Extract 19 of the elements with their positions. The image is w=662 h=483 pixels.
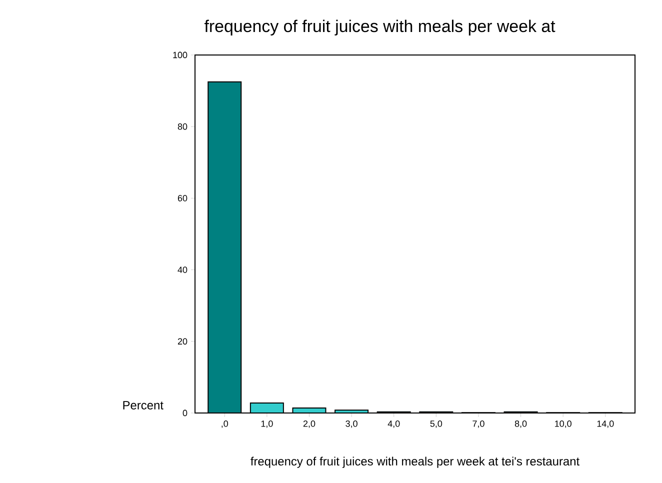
x-tick-label: 2,0 bbox=[303, 420, 316, 428]
y-tick-label: 100 bbox=[173, 52, 188, 58]
x-tick-label: 4,0 bbox=[388, 420, 400, 428]
y-tick-label: 0 bbox=[182, 410, 188, 416]
x-tick-label: 3,0 bbox=[346, 420, 358, 428]
y-tick-label: 40 bbox=[178, 266, 188, 273]
chart-title: frequency of fruit juices with meals per week at bbox=[204, 20, 556, 36]
x-tick-label: 10,0 bbox=[555, 420, 572, 428]
y-tick-label: 60 bbox=[178, 195, 188, 202]
x-tick-label: 8,0 bbox=[514, 420, 527, 428]
x-tick-label: 7,0 bbox=[472, 420, 484, 428]
x-tick-label: ,0 bbox=[222, 420, 228, 428]
y-tick-label: 80 bbox=[178, 123, 188, 130]
x-tick-label: 14,0 bbox=[597, 420, 614, 428]
x-tick-label: 1,0 bbox=[261, 420, 273, 428]
y-tick-label: 20 bbox=[178, 338, 188, 345]
y-axis-title: Percent bbox=[123, 401, 164, 410]
x-tick-label: 5,0 bbox=[430, 420, 442, 428]
x-axis-title: frequency of fruit juices with meals per week at tei's restaurant bbox=[250, 456, 580, 468]
